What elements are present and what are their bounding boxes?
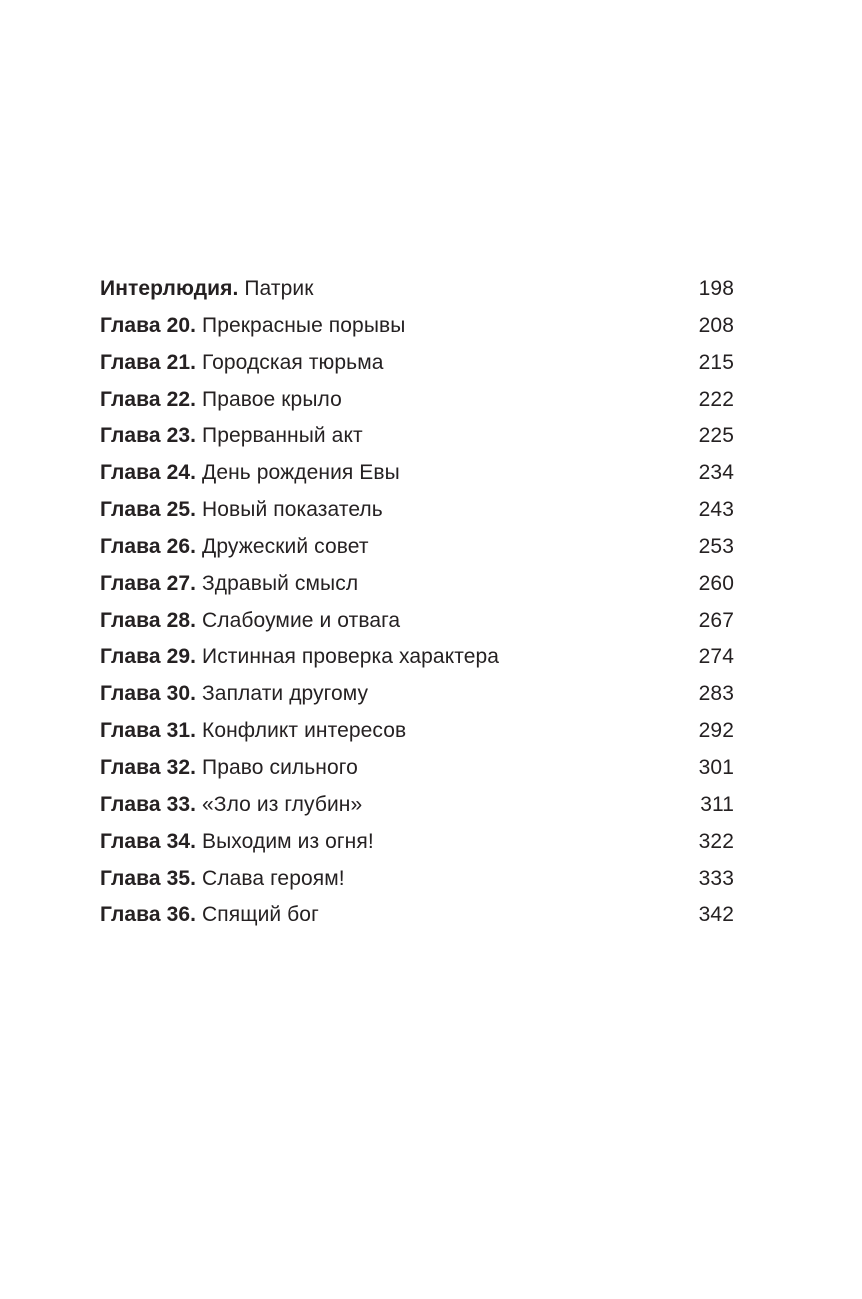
toc-entry-text: Глава 35. Слава героям! bbox=[100, 867, 345, 891]
toc-entry: Глава 31. Конфликт интересов 292 bbox=[100, 719, 734, 756]
toc-entry-text: Глава 29. Истинная проверка характера bbox=[100, 645, 499, 669]
chapter-label: Глава 35. bbox=[100, 866, 197, 890]
toc-entry-text: Интерлюдия. Патрик bbox=[100, 277, 314, 301]
toc-entry-text: Глава 24. День рождения Евы bbox=[100, 461, 400, 485]
toc-entry: Глава 26. Дружеский совет 253 bbox=[100, 535, 734, 572]
page-number: 225 bbox=[698, 424, 734, 448]
toc-entry-text: Глава 27. Здравый смысл bbox=[100, 572, 358, 596]
chapter-label: Глава 31. bbox=[100, 719, 197, 743]
page-number: 253 bbox=[698, 534, 734, 558]
chapter-label: Глава 29. bbox=[100, 645, 197, 669]
toc-entry: Глава 23. Прерванный акт 225 bbox=[100, 424, 734, 461]
chapter-title: Городская тюрьма bbox=[202, 350, 384, 374]
toc-entry-text: Глава 36. Спящий бог bbox=[100, 903, 319, 927]
page-number: 198 bbox=[698, 277, 734, 300]
chapter-label: Глава 24. bbox=[100, 461, 197, 485]
chapter-label: Глава 22. bbox=[100, 387, 197, 411]
chapter-label: Глава 30. bbox=[100, 682, 197, 706]
chapter-title: Здравый смысл bbox=[202, 571, 359, 595]
page-number: 333 bbox=[698, 866, 734, 890]
table-of-contents: Интерлюдия. Патрик 198 Глава 20. Прекрасные … bbox=[100, 277, 734, 940]
chapter-label: Глава 27. bbox=[100, 571, 197, 595]
toc-entry: Глава 33. «Зло из глубин» 311 bbox=[100, 793, 734, 830]
chapter-title: Дружеский совет bbox=[202, 534, 369, 558]
chapter-label: Глава 23. bbox=[100, 424, 197, 448]
page-number: 267 bbox=[698, 608, 734, 632]
toc-entry-text: Глава 20. Прекрасные порывы bbox=[100, 314, 405, 338]
page-number: 311 bbox=[700, 792, 734, 816]
toc-entry: Глава 24. День рождения Евы 234 bbox=[100, 461, 734, 498]
chapter-label: Глава 36. bbox=[100, 903, 197, 927]
chapter-label: Глава 28. bbox=[100, 608, 197, 632]
chapter-title: Правое крыло bbox=[202, 387, 342, 411]
toc-entry: Глава 20. Прекрасные порывы 208 bbox=[100, 314, 734, 351]
toc-entry: Глава 32. Право сильного 301 bbox=[100, 756, 734, 793]
toc-entry: Глава 21. Городская тюрьма 215 bbox=[100, 351, 734, 388]
toc-entry-text: Глава 21. Городская тюрьма bbox=[100, 351, 384, 375]
toc-entry: Глава 22. Правое крыло 222 bbox=[100, 388, 734, 425]
toc-entry: Глава 28. Слабоумие и отвага 267 bbox=[100, 609, 734, 646]
toc-entry-text: Глава 32. Право сильного bbox=[100, 756, 358, 780]
toc-entry-text: Глава 22. Правое крыло bbox=[100, 388, 342, 412]
chapter-label: Глава 34. bbox=[100, 829, 197, 853]
toc-entry-text: Глава 23. Прерванный акт bbox=[100, 424, 363, 448]
page-number: 208 bbox=[698, 313, 734, 337]
toc-entry-text: Глава 30. Заплати другому bbox=[100, 682, 368, 706]
toc-entry-text: Глава 34. Выходим из огня! bbox=[100, 830, 374, 854]
chapter-title: Прерванный акт bbox=[202, 424, 363, 448]
toc-entry-text: Глава 25. Новый показатель bbox=[100, 498, 383, 522]
page-number: 322 bbox=[698, 829, 734, 853]
chapter-title: Конфликт интересов bbox=[202, 719, 407, 743]
toc-entry: Глава 34. Выходим из огня! 322 bbox=[100, 830, 734, 867]
toc-entry: Интерлюдия. Патрик 198 bbox=[100, 277, 734, 314]
chapter-label: Интерлюдия. bbox=[100, 277, 239, 300]
toc-entry-text: Глава 33. «Зло из глубин» bbox=[100, 793, 362, 817]
page-number: 342 bbox=[698, 903, 734, 927]
toc-entry-text: Глава 28. Слабоумие и отвага bbox=[100, 609, 400, 633]
chapter-title: Слава героям! bbox=[202, 866, 345, 890]
toc-entry: Глава 35. Слава героям! 333 bbox=[100, 867, 734, 904]
page-number: 292 bbox=[698, 719, 734, 743]
page-number: 301 bbox=[698, 755, 734, 779]
chapter-label: Глава 25. bbox=[100, 498, 197, 522]
chapter-title: Заплати другому bbox=[202, 682, 369, 706]
chapter-label: Глава 33. bbox=[100, 792, 197, 816]
page-number: 283 bbox=[698, 682, 734, 706]
chapter-title: День рождения Евы bbox=[202, 461, 400, 485]
toc-entry-text: Глава 31. Конфликт интересов bbox=[100, 719, 406, 743]
toc-entry: Глава 27. Здравый смысл 260 bbox=[100, 572, 734, 609]
page-number: 215 bbox=[698, 350, 734, 374]
chapter-title: Право сильного bbox=[202, 755, 358, 779]
chapter-title: Патрик bbox=[244, 277, 314, 300]
page-number: 234 bbox=[698, 461, 734, 485]
toc-entry: Глава 30. Заплати другому 283 bbox=[100, 682, 734, 719]
toc-entry: Глава 29. Истинная проверка характера 274 bbox=[100, 645, 734, 682]
toc-entry-text: Глава 26. Дружеский совет bbox=[100, 535, 369, 559]
page-number: 274 bbox=[698, 645, 734, 669]
chapter-title: Прекрасные порывы bbox=[202, 313, 406, 337]
chapter-title: Новый показатель bbox=[202, 498, 383, 522]
page-number: 243 bbox=[698, 498, 734, 522]
chapter-label: Глава 26. bbox=[100, 534, 197, 558]
chapter-label: Глава 20. bbox=[100, 313, 197, 337]
chapter-label: Глава 32. bbox=[100, 755, 197, 779]
chapter-title: Спящий бог bbox=[202, 903, 319, 927]
chapter-title: «Зло из глубин» bbox=[202, 792, 363, 816]
chapter-title: Истинная проверка характера bbox=[202, 645, 500, 669]
chapter-title: Слабоумие и отвага bbox=[202, 608, 401, 632]
toc-entry: Глава 36. Спящий бог 342 bbox=[100, 903, 734, 940]
toc-entry: Глава 25. Новый показатель 243 bbox=[100, 498, 734, 535]
chapter-title: Выходим из огня! bbox=[202, 829, 374, 853]
chapter-label: Глава 21. bbox=[100, 350, 197, 374]
page-number: 260 bbox=[698, 571, 734, 595]
page-number: 222 bbox=[698, 387, 734, 411]
